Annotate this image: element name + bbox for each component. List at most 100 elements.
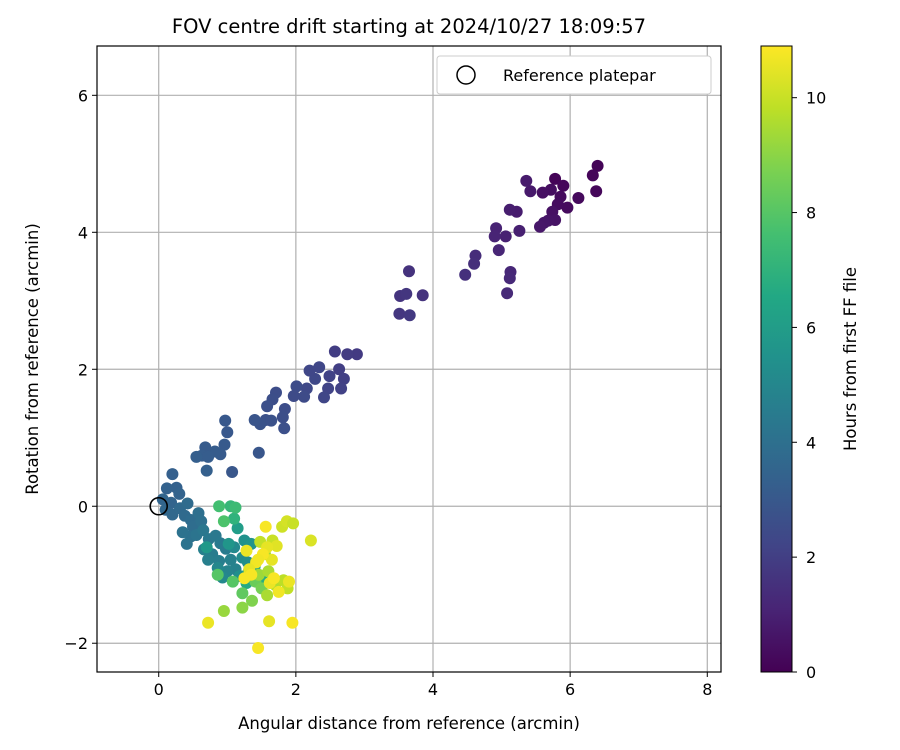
scatter-point	[270, 540, 283, 552]
data-points	[156, 159, 604, 654]
y-tick-label: 0	[78, 497, 88, 516]
scatter-point	[180, 537, 193, 550]
scatter-point	[231, 522, 244, 535]
colorbar: 0 2 4 6 8 10 Hours from first FF file	[760, 45, 860, 682]
colorbar-tick-label: 2	[806, 548, 816, 567]
scatter-point	[503, 203, 516, 216]
scatter-point	[335, 382, 348, 395]
colorbar-label: Hours from first FF file	[841, 267, 860, 451]
scatter-point	[298, 390, 311, 403]
x-tick-label: 2	[291, 680, 301, 699]
scatter-point	[246, 594, 258, 607]
scatter-point	[328, 345, 341, 358]
scatter-point	[513, 224, 526, 237]
scatter-point	[536, 186, 549, 199]
scatter-point	[534, 220, 546, 233]
scatter-point	[488, 230, 501, 243]
scatter-point	[228, 512, 241, 525]
colorbar-tick-label: 10	[806, 89, 826, 108]
scatter-point	[283, 575, 295, 588]
y-tick-label: 4	[78, 223, 88, 242]
scatter-point	[278, 422, 291, 435]
scatter-point	[213, 500, 226, 513]
scatter-point	[337, 372, 350, 385]
x-tick-label: 6	[565, 680, 575, 699]
colorbar-tick-label: 4	[806, 433, 816, 452]
scatter-point	[276, 411, 289, 424]
scatter-point	[261, 589, 274, 602]
scatter-point	[272, 585, 285, 598]
x-tick-label: 4	[428, 680, 438, 699]
y-tick-label: −2	[64, 634, 88, 653]
scatter-point	[524, 185, 537, 198]
scatter-point	[245, 568, 258, 581]
scatter-point	[459, 268, 472, 281]
scatter-point	[217, 605, 230, 617]
reference-marker-layer	[149, 496, 169, 516]
scatter-point	[350, 348, 363, 361]
scatter-point	[173, 487, 186, 500]
scatter-point	[221, 426, 234, 439]
scatter-point	[222, 537, 235, 550]
scatter-point	[219, 414, 232, 427]
scatter-point	[304, 534, 317, 547]
x-tick-label: 8	[702, 680, 712, 699]
scatter-point	[501, 287, 514, 300]
scatter-point	[202, 553, 215, 566]
scatter-point	[224, 553, 237, 566]
scatter-point	[303, 364, 316, 377]
scatter-point	[561, 201, 574, 214]
scatter-point	[218, 438, 231, 451]
colorbar-tick-label: 0	[806, 663, 816, 682]
scatter-point	[265, 553, 278, 566]
scatter-point	[202, 450, 215, 463]
scatter-point	[591, 159, 604, 172]
scatter-point	[252, 642, 265, 654]
scatter-point	[520, 174, 533, 187]
scatter-point	[200, 464, 213, 477]
colorbar-gradient	[760, 45, 793, 673]
legend-box	[436, 55, 712, 95]
scatter-point	[333, 363, 346, 376]
scatter-point	[287, 517, 300, 530]
scatter-point	[416, 289, 429, 302]
scatter-point	[236, 587, 249, 600]
scatter-point	[287, 390, 300, 402]
x-tick-label: 0	[154, 680, 164, 699]
scatter-point	[190, 450, 203, 463]
scatter-point	[202, 616, 215, 629]
legend-marker-icon	[456, 65, 476, 85]
scatter-point	[290, 380, 303, 393]
reference-platepar-marker	[149, 496, 169, 516]
scatter-point	[236, 601, 249, 614]
scatter-point	[313, 361, 326, 374]
scatter-point	[160, 482, 173, 495]
scatter-point	[197, 524, 210, 537]
scatter-point	[261, 400, 274, 413]
scatter-point	[226, 466, 239, 478]
scatter-point	[176, 526, 189, 539]
scatter-point	[557, 179, 570, 192]
scatter-point	[492, 244, 505, 257]
scatter-point	[341, 348, 354, 361]
scatter-point	[252, 446, 265, 459]
legend-entry-reference-platepar: Reference platepar	[503, 66, 656, 85]
scatter-point	[181, 497, 194, 510]
scatter-point	[503, 272, 516, 285]
scatter-point	[468, 257, 481, 270]
scatter-point	[403, 265, 415, 278]
grid-lines	[97, 46, 721, 672]
scatter-point	[267, 572, 280, 585]
y-tick-label: 2	[78, 360, 88, 379]
colorbar-tick-label: 8	[806, 204, 816, 223]
scatter-point	[393, 307, 406, 320]
scatter-point	[259, 520, 272, 533]
plot-frame	[96, 45, 722, 673]
scatter-point	[200, 541, 213, 554]
scatter-point	[226, 575, 239, 588]
x-axis-ticks: 0 2 4 6 8	[154, 672, 712, 699]
x-axis-label: Angular distance from reference (arcmin)	[238, 714, 580, 733]
scatter-point	[240, 544, 253, 557]
legend: Reference platepar	[436, 55, 712, 95]
